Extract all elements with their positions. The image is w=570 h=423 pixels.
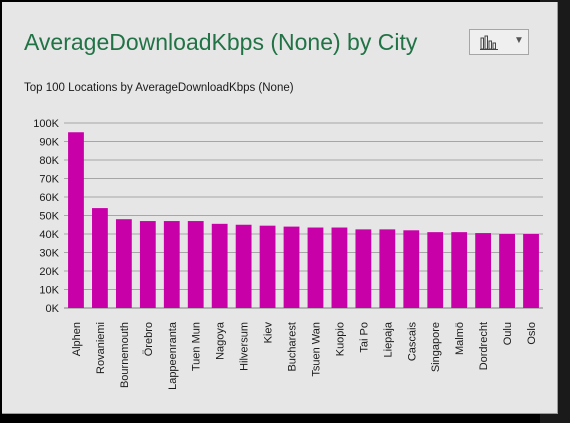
x-tick-label: Hilversum [239, 322, 251, 371]
y-tick-label: 10K [39, 285, 59, 297]
x-tick-label: Cascais [406, 322, 418, 362]
bar[interactable] [163, 221, 180, 308]
y-tick-label: 60K [39, 192, 59, 204]
x-tick-label: Alphen [71, 322, 83, 356]
x-tick-label: Tuen Mun [191, 322, 203, 371]
x-tick-label: Dordrecht [478, 322, 490, 370]
bar[interactable] [523, 234, 539, 308]
chart-title: AverageDownloadKbps (None) by City [24, 29, 418, 55]
bar[interactable] [259, 225, 276, 308]
bar[interactable] [427, 232, 444, 308]
bar[interactable] [283, 226, 300, 308]
x-tick-label: Tsuen Wan [310, 322, 322, 377]
bar-chart: 0K 10K 20K 30K 40K 50K 60K 70K 80K 90K 100K Alphen R… [33, 118, 543, 390]
x-tick-label: Tai Po [358, 322, 370, 353]
y-tick-label: 20K [39, 266, 59, 278]
x-tick-label: Rovaniemi [95, 322, 107, 374]
bar[interactable] [139, 221, 156, 308]
bar[interactable] [379, 229, 396, 308]
x-tick-label: Bournemouth [119, 322, 131, 388]
bar[interactable] [403, 230, 420, 308]
bar[interactable] [92, 208, 108, 308]
bar[interactable] [355, 229, 372, 308]
bar[interactable] [235, 224, 252, 308]
bar[interactable] [499, 234, 515, 308]
bar[interactable] [115, 219, 132, 308]
x-tick-label: Nagoya [215, 321, 227, 360]
y-tick-label: 90K [39, 137, 59, 149]
x-tick-label: Örebro [143, 322, 155, 356]
x-tick-label: Bucharest [287, 322, 299, 372]
bar[interactable] [475, 233, 492, 308]
y-tick-label: 0K [46, 303, 60, 315]
y-tick-label: 40K [39, 229, 59, 241]
chart-card: AverageDownloadKbps (None) by City ▼ Top… [2, 2, 558, 414]
x-tick-label: Kiev [263, 322, 275, 344]
x-tick-label: Malmö [454, 322, 466, 355]
y-tick-label: 70K [39, 174, 59, 186]
x-tick-label: Singapore [430, 322, 442, 372]
x-tick-label: Liepaja [382, 321, 394, 357]
y-tick-label: 80K [39, 155, 59, 167]
bar[interactable] [211, 223, 228, 308]
y-tick-label: 30K [39, 248, 59, 260]
x-tick-label: Lappeenranta [167, 321, 179, 390]
x-tick-label: Kuopio [334, 322, 346, 356]
bar[interactable] [68, 132, 84, 308]
y-tick-label: 50K [39, 211, 59, 223]
bar[interactable] [451, 232, 468, 308]
chevron-down-icon: ▼ [514, 35, 524, 46]
y-tick-label: 100K [33, 118, 59, 130]
bar[interactable] [331, 227, 348, 308]
chart-subtitle: Top 100 Locations by AverageDownloadKbps… [24, 82, 294, 94]
chart-type-button[interactable]: ▼ [469, 29, 529, 55]
x-tick-label: Oulu [502, 322, 514, 345]
x-tick-label: Oslo [526, 322, 538, 345]
bar-chart-icon [480, 35, 498, 50]
bar[interactable] [307, 227, 324, 308]
bar[interactable] [187, 221, 204, 308]
